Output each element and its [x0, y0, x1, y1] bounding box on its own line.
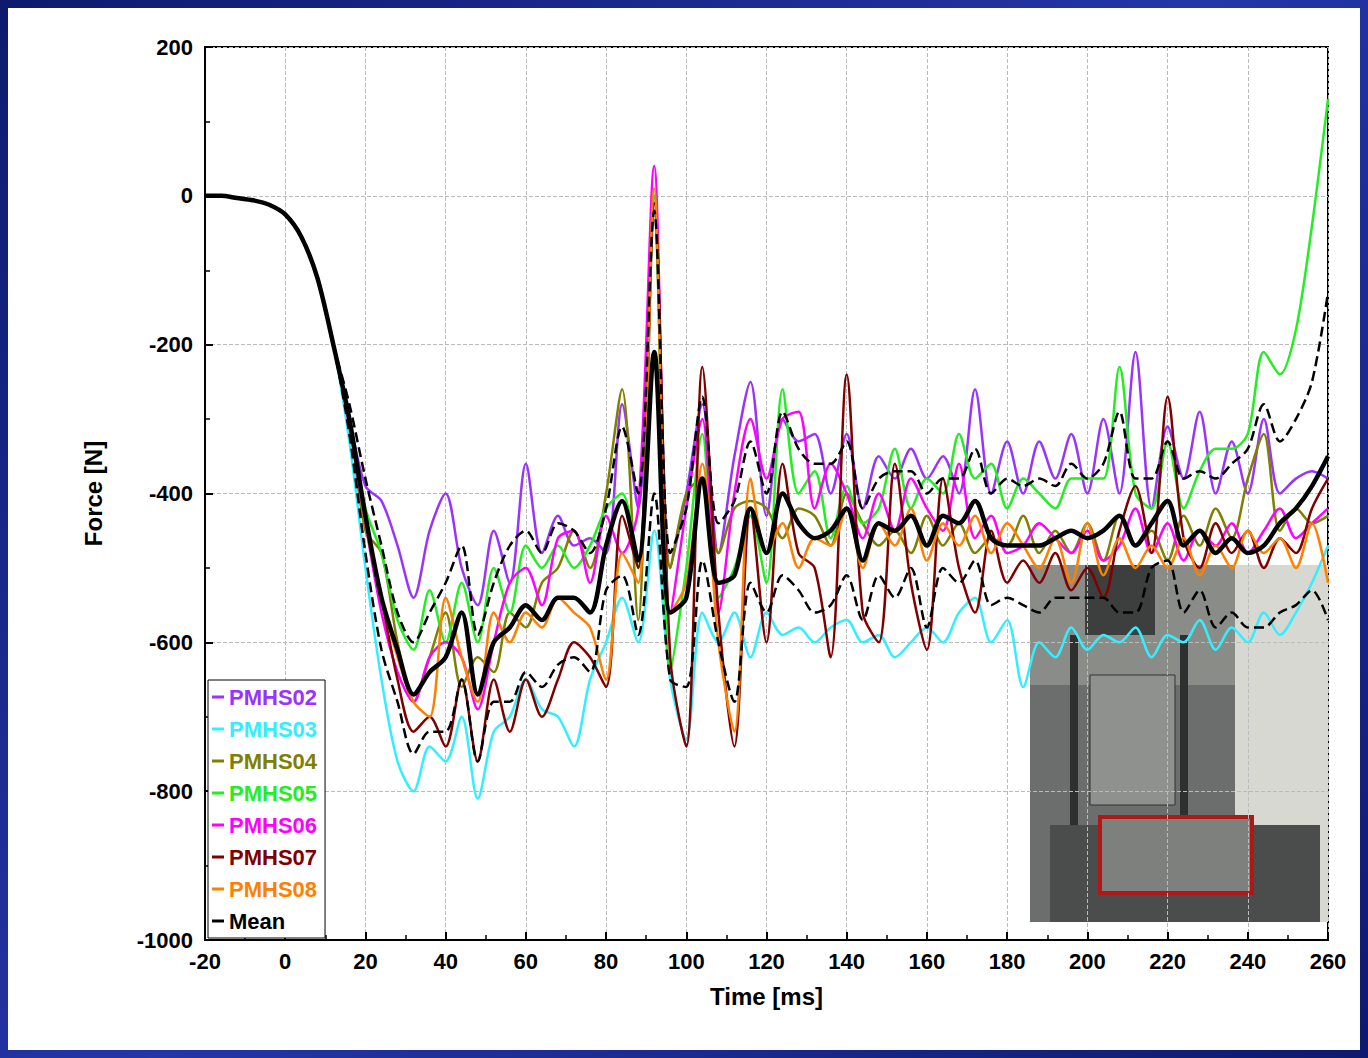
svg-text:140: 140 — [828, 949, 865, 974]
svg-text:Mean: Mean — [229, 909, 285, 934]
svg-text:-600: -600 — [149, 630, 193, 655]
svg-text:60: 60 — [514, 949, 538, 974]
svg-text:-400: -400 — [149, 481, 193, 506]
svg-text:PMHS06: PMHS06 — [229, 813, 317, 838]
svg-text:180: 180 — [989, 949, 1026, 974]
svg-text:PMHS05: PMHS05 — [229, 781, 317, 806]
svg-text:0: 0 — [181, 183, 193, 208]
svg-text:Force [N]: Force [N] — [80, 441, 107, 546]
svg-text:80: 80 — [594, 949, 618, 974]
svg-text:PMHS04: PMHS04 — [229, 749, 318, 774]
svg-text:160: 160 — [909, 949, 946, 974]
svg-text:240: 240 — [1229, 949, 1266, 974]
svg-text:200: 200 — [1069, 949, 1106, 974]
svg-text:20: 20 — [353, 949, 377, 974]
svg-text:-20: -20 — [189, 949, 221, 974]
svg-text:0: 0 — [279, 949, 291, 974]
svg-text:PMHS02: PMHS02 — [229, 685, 317, 710]
svg-text:120: 120 — [748, 949, 785, 974]
svg-text:-1000: -1000 — [137, 928, 193, 953]
svg-text:200: 200 — [156, 35, 193, 60]
svg-text:220: 220 — [1149, 949, 1186, 974]
svg-text:260: 260 — [1310, 949, 1347, 974]
svg-text:100: 100 — [668, 949, 705, 974]
svg-text:-200: -200 — [149, 332, 193, 357]
svg-text:Time [ms]: Time [ms] — [710, 983, 823, 1010]
svg-text:40: 40 — [433, 949, 457, 974]
svg-text:-800: -800 — [149, 779, 193, 804]
svg-text:PMHS03: PMHS03 — [229, 717, 317, 742]
svg-text:PMHS08: PMHS08 — [229, 877, 317, 902]
svg-text:PMHS07: PMHS07 — [229, 845, 317, 870]
